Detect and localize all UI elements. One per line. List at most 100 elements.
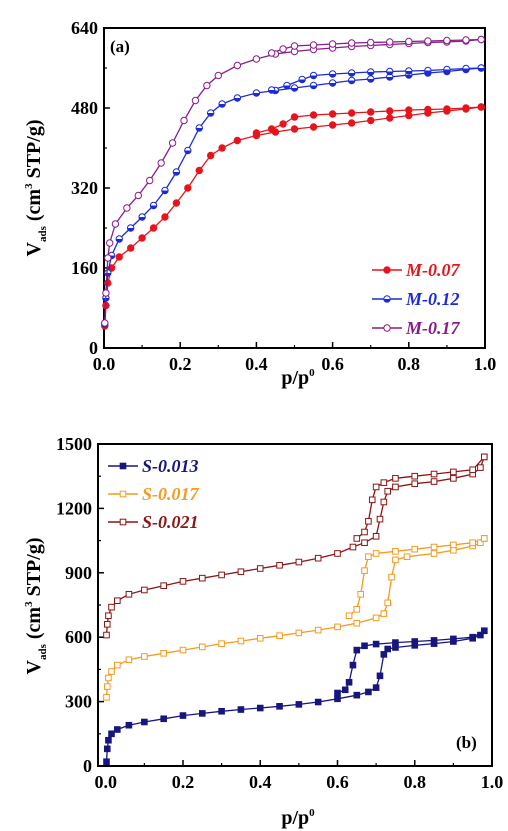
data-point-m-0-17 <box>168 139 177 147</box>
data-point-s-0-013 <box>125 721 133 729</box>
y-tick-label-b: 1500 <box>56 434 92 454</box>
x-tick-label-b: 0.4 <box>249 772 272 792</box>
data-point-m-0-12-fill <box>367 79 374 83</box>
x-tick-label-b: 0.2 <box>172 772 195 792</box>
data-point-m-0-07 <box>309 123 318 131</box>
data-point-s-0-021 <box>198 574 206 582</box>
data-point-m-0-12-fill <box>310 85 317 89</box>
data-point-m-0-17 <box>309 41 318 49</box>
data-point-s-0-017 <box>103 683 111 690</box>
data-point-s-0-021 <box>218 571 225 579</box>
data-point-s-0-013 <box>334 689 341 697</box>
legend-marker-s-0-021 <box>119 518 127 526</box>
data-point-s-0-021 <box>411 472 419 480</box>
data-point-s-0-013 <box>114 726 121 733</box>
adsorption-line-m-0-17 <box>104 38 482 324</box>
x-axis-title-a: p/p0 <box>281 367 315 389</box>
y-tick-label-a: 480 <box>71 98 98 118</box>
x-tick-label-a: 1.0 <box>474 354 497 374</box>
data-point-s-0-021 <box>372 483 380 491</box>
x-tick-label-a: 0.0 <box>93 354 116 374</box>
data-point-m-0-12-fill <box>477 68 485 72</box>
y-tick-label-b: 1200 <box>56 498 92 518</box>
data-point-m-0-07 <box>218 144 226 152</box>
data-point-s-0-021 <box>380 479 388 486</box>
data-point-m-0-12-fill <box>386 71 393 75</box>
data-point-m-0-12-fill <box>283 85 291 89</box>
data-point-s-0-013 <box>349 661 357 669</box>
data-point-s-0-017 <box>357 590 364 598</box>
data-point-s-0-021 <box>450 468 457 476</box>
data-point-m-0-07 <box>405 106 413 114</box>
data-point-s-0-013 <box>295 701 303 708</box>
data-point-s-0-021 <box>353 535 361 542</box>
data-point-s-0-021 <box>334 550 341 557</box>
panel-a: (a) 0.0 0.2 0.4 0.6 0.8 1.0 0 160 320 480 640 M-0.… <box>23 18 496 389</box>
series-s-0-013 <box>103 627 488 766</box>
data-point-m-0-17 <box>386 38 394 46</box>
x-tick-label-a: 0.8 <box>398 354 421 374</box>
data-point-m-0-17 <box>252 55 261 63</box>
data-point-s-0-017 <box>141 653 148 660</box>
data-point-s-0-017 <box>114 661 121 669</box>
data-point-m-0-17 <box>106 239 114 247</box>
data-point-m-0-17 <box>279 45 287 53</box>
data-point-m-0-17 <box>180 116 188 125</box>
data-point-m-0-17 <box>146 176 154 185</box>
data-point-s-0-017 <box>372 614 380 622</box>
data-point-s-0-021 <box>295 558 303 566</box>
data-point-s-0-021 <box>276 561 283 569</box>
data-point-m-0-12-fill <box>127 228 134 232</box>
data-point-m-0-12-fill <box>268 90 275 94</box>
legend-a: M-0.07 M-0.12 M-0.17 <box>372 260 460 338</box>
data-point-m-0-17 <box>424 37 432 45</box>
y-tick-label-a: 640 <box>71 18 98 38</box>
data-point-m-0-17 <box>267 49 276 57</box>
data-point-m-0-17 <box>477 35 485 44</box>
data-point-s-0-013 <box>477 631 484 639</box>
legend-marker-m-0-07 <box>383 266 391 274</box>
desorption-line-s-0-021 <box>356 456 485 539</box>
data-point-s-0-017 <box>480 535 488 542</box>
data-point-m-0-12-fill <box>184 150 192 154</box>
data-point-s-0-013 <box>480 627 488 635</box>
data-point-s-0-013 <box>179 712 187 719</box>
legend-marker-m-0-17 <box>383 324 391 332</box>
data-point-m-0-12-fill <box>218 104 226 108</box>
data-point-m-0-07 <box>386 107 394 115</box>
data-point-m-0-17 <box>203 81 211 90</box>
series-group-b <box>103 453 488 766</box>
data-point-m-0-17 <box>123 204 131 212</box>
data-point-m-0-07 <box>252 129 261 137</box>
legend-label-m-0-12: M-0.12 <box>405 289 460 309</box>
data-point-s-0-017 <box>365 553 372 561</box>
data-point-s-0-017 <box>276 632 283 639</box>
data-point-m-0-07 <box>233 136 242 145</box>
legend-label-m-0-17: M-0.17 <box>405 318 460 338</box>
data-point-m-0-17 <box>347 39 356 47</box>
data-point-m-0-17 <box>214 71 223 80</box>
data-point-s-0-013 <box>430 637 438 644</box>
panel-b: (b) 0.0 0.2 0.4 0.6 0.8 1.0 0 300 600 900 1200 1500… <box>23 434 503 829</box>
data-point-m-0-12-fill <box>196 128 203 132</box>
data-point-s-0-013 <box>372 640 380 648</box>
data-point-s-0-013 <box>380 651 388 658</box>
y-tick-label-a: 320 <box>71 178 98 198</box>
data-point-m-0-07 <box>347 119 356 127</box>
data-point-s-0-017 <box>388 573 395 581</box>
y-tick-label-b: 600 <box>65 627 92 647</box>
data-point-m-0-12-fill <box>367 72 374 76</box>
data-point-s-0-021 <box>105 612 112 620</box>
data-point-s-0-017 <box>256 634 264 642</box>
data-point-s-0-017 <box>392 548 399 555</box>
data-point-s-0-021 <box>365 517 372 525</box>
data-point-m-0-07 <box>328 121 337 129</box>
data-point-m-0-07 <box>290 125 299 133</box>
data-point-m-0-07 <box>462 104 470 112</box>
data-point-m-0-12-fill <box>443 69 451 73</box>
legend-marker-s-0-013 <box>119 462 127 470</box>
data-point-m-0-12-fill <box>329 83 336 87</box>
x-tick-label-a: 0.2 <box>169 354 192 374</box>
data-point-s-0-017 <box>125 656 133 664</box>
